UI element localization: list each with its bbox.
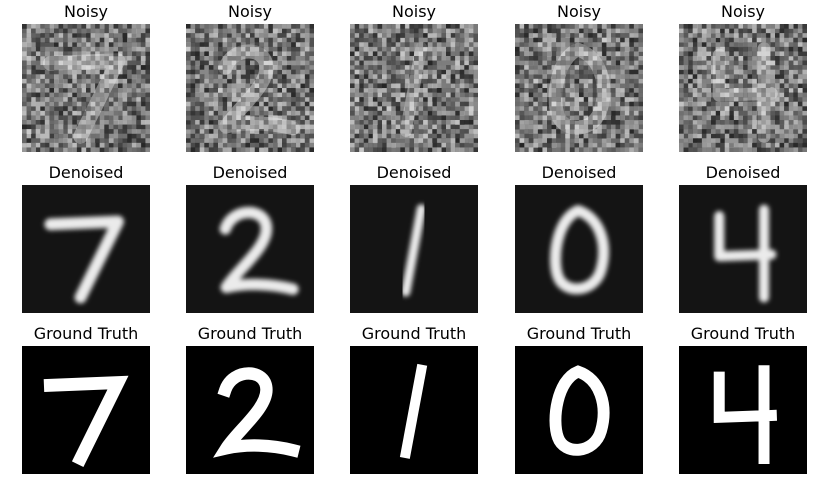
digit-1-image — [350, 185, 478, 313]
digit-7-image — [22, 24, 150, 152]
digit-4-image — [679, 185, 807, 313]
digit-7-image — [22, 185, 150, 313]
digit-image-truth — [350, 346, 478, 474]
digit-image-noisy — [679, 24, 807, 152]
panel-title: Denoised — [212, 163, 288, 182]
digit-2-image — [186, 346, 314, 474]
digit-image-truth — [679, 346, 807, 474]
panel-title: Ground Truth — [361, 324, 467, 343]
panel-title: Noisy — [391, 2, 436, 21]
digit-4-image — [679, 24, 807, 152]
digit-7-image — [22, 346, 150, 474]
digit-image-truth — [515, 346, 643, 474]
digit-image-denoised — [186, 185, 314, 313]
digit-0-image — [515, 185, 643, 313]
panel-title: Denoised — [705, 163, 781, 182]
digit-1-image — [350, 346, 478, 474]
panel-title: Noisy — [720, 2, 765, 21]
panel-title: Ground Truth — [526, 324, 632, 343]
digit-2-image — [186, 24, 314, 152]
panel-title: Ground Truth — [33, 324, 139, 343]
panel-title: Denoised — [541, 163, 617, 182]
panel-title: Denoised — [48, 163, 124, 182]
digit-image-noisy — [515, 24, 643, 152]
digit-image-truth — [186, 346, 314, 474]
panel-title: Noisy — [227, 2, 272, 21]
digit-image-noisy — [186, 24, 314, 152]
digit-0-image — [515, 24, 643, 152]
panel-title: Noisy — [63, 2, 108, 21]
panel-title: Noisy — [556, 2, 601, 21]
panel-title: Ground Truth — [690, 324, 796, 343]
digit-0-image — [515, 346, 643, 474]
digit-2-image — [186, 185, 314, 313]
digit-image-noisy — [350, 24, 478, 152]
digit-image-denoised — [515, 185, 643, 313]
digit-image-noisy — [22, 24, 150, 152]
digit-image-truth — [22, 346, 150, 474]
digit-image-denoised — [679, 185, 807, 313]
digit-4-image — [679, 346, 807, 474]
panel-title: Denoised — [376, 163, 452, 182]
digit-image-denoised — [350, 185, 478, 313]
digit-1-image — [350, 24, 478, 152]
digit-image-denoised — [22, 185, 150, 313]
panel-title: Ground Truth — [197, 324, 303, 343]
